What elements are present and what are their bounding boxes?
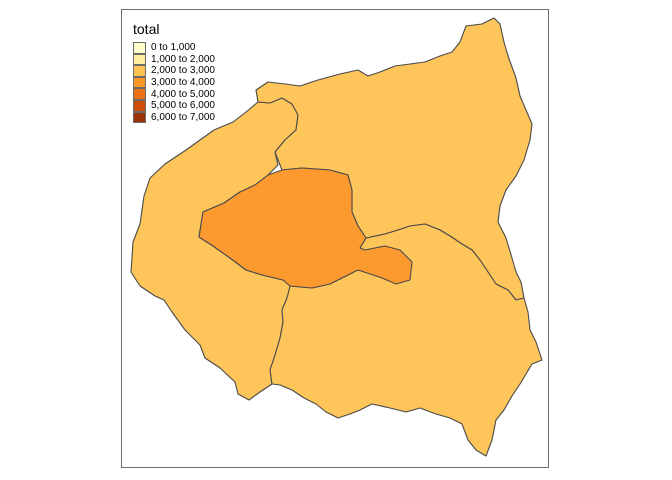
legend-items: 0 to 1,000 1,000 to 2,000 2,000 to 3,000…: [133, 42, 215, 124]
legend-swatch: [133, 65, 146, 77]
map-legend: total 0 to 1,000 1,000 to 2,000 2,000 to…: [133, 21, 215, 124]
legend-label: 2,000 to 3,000: [151, 65, 215, 77]
legend-swatch: [133, 76, 146, 89]
legend-item: 6,000 to 7,000: [133, 111, 215, 124]
legend-swatch: [133, 88, 146, 100]
legend-item: 3,000 to 4,000: [133, 76, 215, 89]
region-paris[interactable]: [198, 167, 413, 289]
legend-swatch: [133, 42, 146, 54]
legend-label: 4,000 to 5,000: [151, 88, 215, 100]
legend-label: 0 to 1,000: [151, 42, 196, 54]
legend-item: 2,000 to 3,000: [133, 65, 215, 77]
legend-item: 1,000 to 2,000: [133, 53, 215, 66]
legend-item: 5,000 to 6,000: [133, 99, 215, 112]
legend-label: 3,000 to 4,000: [151, 77, 215, 89]
legend-title: total: [133, 21, 160, 37]
legend-label: 1,000 to 2,000: [151, 53, 215, 65]
legend-label: 5,000 to 6,000: [151, 100, 215, 112]
legend-item: 4,000 to 5,000: [133, 88, 215, 100]
legend-swatch: [133, 53, 146, 66]
legend-swatch: [133, 99, 146, 112]
legend-label: 6,000 to 7,000: [151, 111, 215, 123]
legend-swatch: [133, 111, 146, 124]
legend-item: 0 to 1,000: [133, 42, 215, 54]
region-val-de-marne[interactable]: [269, 223, 543, 457]
